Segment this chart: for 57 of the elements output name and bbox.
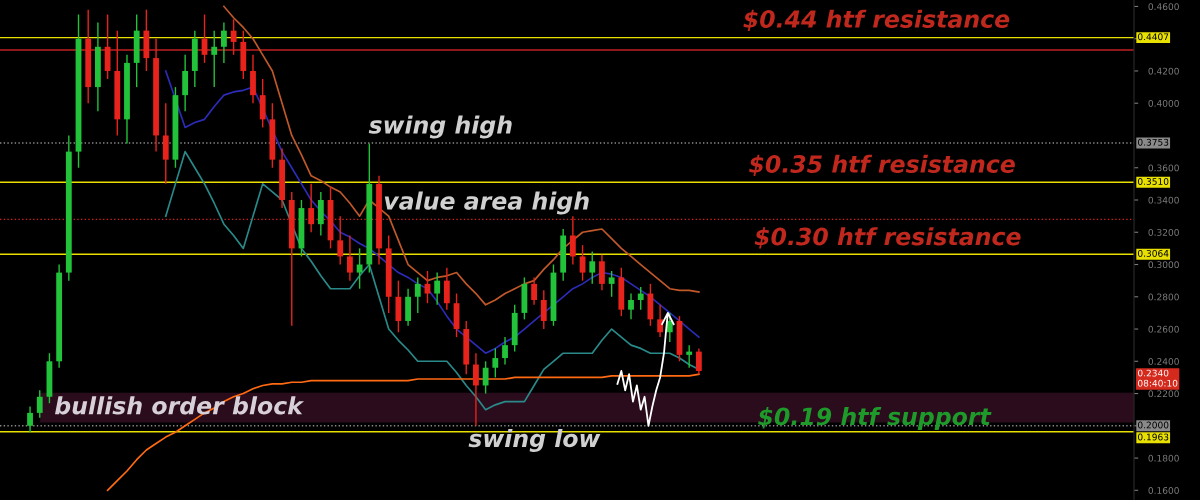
candlestick xyxy=(599,254,605,292)
candlestick xyxy=(221,21,227,64)
candlestick xyxy=(230,18,237,56)
candlestick xyxy=(569,215,576,266)
y-tick-label: 0.3400 xyxy=(1148,196,1179,204)
candlestick xyxy=(686,344,693,369)
y-tick-label: 0.1600 xyxy=(1148,487,1179,494)
candlestick xyxy=(434,271,441,306)
y-tick-label: 0.4000 xyxy=(1148,99,1179,107)
candlestick xyxy=(414,276,421,314)
candlestick xyxy=(347,234,353,282)
text: $0.44 htf resistance xyxy=(743,9,1010,32)
ref-line-label: 0.3064 xyxy=(1138,249,1169,257)
candlestick xyxy=(657,304,664,338)
candlestick xyxy=(540,289,547,330)
text: $0.30 htf resistance xyxy=(754,227,1021,249)
candlestick xyxy=(356,247,363,290)
ref-line-label: 0.3510 xyxy=(1138,178,1169,185)
line-series xyxy=(223,5,700,306)
ref-line-label: 0.2000 xyxy=(1138,421,1169,429)
candlestick xyxy=(473,352,479,427)
y-tick-label: 0.2200 xyxy=(1148,390,1179,398)
candlestick xyxy=(482,360,489,395)
y-tick-label: 0.2600 xyxy=(1148,325,1179,333)
ref-line-label: 0.3753 xyxy=(1138,138,1169,146)
candlestick xyxy=(502,336,508,366)
y-tick-label: 0.2400 xyxy=(1148,358,1179,365)
y-tick-label: 0.4200 xyxy=(1148,67,1179,75)
y-tick-label: 0.3200 xyxy=(1148,228,1179,236)
y-tick-label: 0.4600 xyxy=(1148,3,1179,11)
candlestick xyxy=(579,244,586,282)
text: 0.2340 08:40:10 xyxy=(1138,369,1178,387)
candlestick xyxy=(337,215,344,266)
candlestick xyxy=(531,276,537,306)
candlestick xyxy=(628,292,634,321)
line-series xyxy=(164,70,700,355)
candlestick xyxy=(589,250,596,285)
annotation: swing high xyxy=(368,115,512,139)
ref-line-label: 0.4407 xyxy=(1138,33,1169,41)
candlestick xyxy=(27,405,33,433)
text: $0.35 htf resistance xyxy=(749,154,1015,177)
candlestick xyxy=(695,347,702,375)
y-tick-label: 0.3000 xyxy=(1148,261,1179,269)
candlestick xyxy=(211,29,218,88)
y-tick-label: 0.1800 xyxy=(1148,454,1179,462)
candlestick xyxy=(608,270,615,298)
candlestick xyxy=(443,267,450,311)
y-tick-label: 0.2800 xyxy=(1148,293,1179,301)
candlestick xyxy=(36,389,43,419)
y-tick-label: 0.3600 xyxy=(1148,164,1179,172)
annotation: value area high xyxy=(384,191,589,215)
candlestick xyxy=(308,183,315,233)
text: $0.19 htf support xyxy=(758,407,992,430)
candlestick xyxy=(637,286,644,311)
candlestick xyxy=(492,347,499,379)
ref-line-label: 0.1963 xyxy=(1138,433,1169,441)
annotation: swing low xyxy=(468,428,601,453)
